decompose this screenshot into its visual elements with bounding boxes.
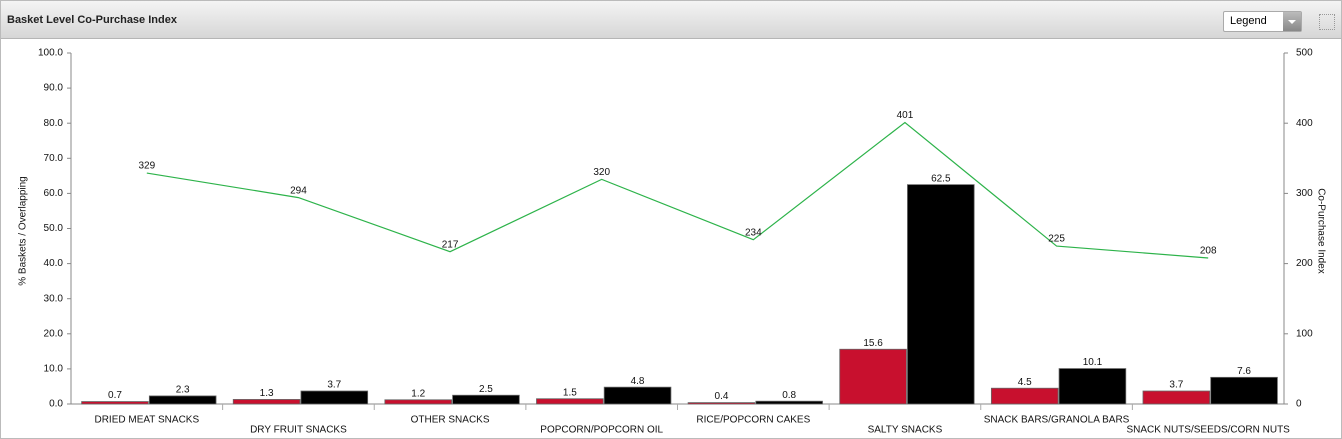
bar bbox=[300, 390, 369, 405]
y-tick-label: 0.0 bbox=[49, 399, 63, 410]
line-value-label: 320 bbox=[593, 167, 610, 178]
y-tick-label: 30.0 bbox=[44, 293, 64, 304]
header: Basket Level Co-Purchase Index Legend bbox=[1, 1, 1341, 39]
bar-value-label: 1.2 bbox=[411, 388, 425, 399]
y-tick-label: 20.0 bbox=[44, 328, 64, 339]
bar bbox=[452, 394, 520, 405]
bar bbox=[603, 386, 672, 405]
line-value-label: 225 bbox=[1048, 234, 1065, 245]
y-tick-label: 70.0 bbox=[44, 153, 64, 164]
bar bbox=[148, 395, 217, 405]
x-tick-label: DRIED MEAT SNACKS bbox=[94, 415, 199, 426]
line-value-label: 294 bbox=[290, 185, 307, 196]
y-tick-label: 100.0 bbox=[38, 48, 63, 59]
bar-value-label: 0.8 bbox=[782, 390, 796, 401]
line-value-label: 234 bbox=[745, 227, 762, 238]
y-tick-label: 80.0 bbox=[44, 118, 64, 129]
bar-value-label: 15.6 bbox=[863, 338, 883, 349]
bar-value-label: 7.6 bbox=[1237, 366, 1251, 377]
dropdown-arrow[interactable] bbox=[1283, 12, 1301, 31]
bar-value-label: 2.5 bbox=[479, 384, 493, 395]
bar bbox=[81, 401, 149, 405]
y2-tick-label: 400 bbox=[1296, 118, 1313, 129]
bar-value-label: 0.7 bbox=[108, 390, 122, 401]
bar-value-label: 3.7 bbox=[1169, 380, 1183, 391]
x-tick-label: DRY FRUIT SNACKS bbox=[250, 425, 347, 436]
bar bbox=[384, 399, 452, 405]
x-tick-label: SNACK NUTS/SEEDS/CORN NUTS bbox=[1127, 425, 1291, 436]
bar bbox=[990, 387, 1059, 405]
bar bbox=[536, 398, 604, 405]
line-value-label: 208 bbox=[1200, 246, 1217, 257]
bar-value-label: 3.7 bbox=[327, 380, 341, 391]
bar bbox=[1210, 376, 1278, 405]
legend-dropdown[interactable]: Legend bbox=[1223, 11, 1302, 32]
bar-value-label: 1.3 bbox=[260, 388, 274, 399]
line-value-label: 401 bbox=[897, 110, 914, 121]
y2-tick-label: 100 bbox=[1296, 328, 1313, 339]
y2-tick-label: 200 bbox=[1296, 258, 1313, 269]
bar bbox=[755, 400, 823, 405]
bar-value-label: 10.1 bbox=[1083, 357, 1103, 368]
line bbox=[146, 121, 1209, 259]
expand-icon[interactable] bbox=[1319, 14, 1335, 30]
x-tick-label: RICE/POPCORN CAKES bbox=[696, 415, 810, 426]
bar bbox=[687, 402, 756, 405]
x-tick-label: SNACK BARS/GRANOLA BARS bbox=[984, 415, 1130, 426]
y2-axis-label: Co-Purchase Index bbox=[1315, 188, 1326, 274]
y-tick-label: 10.0 bbox=[44, 364, 64, 375]
x-tick-label: POPCORN/POPCORN OIL bbox=[540, 425, 663, 436]
y2-tick-label: 0 bbox=[1296, 399, 1302, 410]
x-tick-label: OTHER SNACKS bbox=[411, 415, 490, 426]
bar bbox=[907, 184, 975, 405]
bar-value-label: 2.3 bbox=[176, 385, 190, 396]
bar-value-label: 1.5 bbox=[563, 387, 577, 398]
y2-tick-label: 300 bbox=[1296, 188, 1313, 199]
bar-value-label: 4.8 bbox=[631, 376, 645, 387]
bar bbox=[1058, 368, 1127, 405]
bar bbox=[1142, 390, 1211, 405]
line-value-label: 329 bbox=[138, 161, 155, 172]
y-axis-label: % Baskets / Overlapping bbox=[18, 176, 29, 286]
y-tick-label: 90.0 bbox=[44, 83, 64, 94]
x-tick-label: SALTY SNACKS bbox=[868, 425, 943, 436]
y2-tick-label: 500 bbox=[1296, 48, 1313, 59]
y-tick-label: 60.0 bbox=[44, 188, 64, 199]
chart-title: Basket Level Co-Purchase Index bbox=[7, 14, 177, 26]
y-tick-label: 50.0 bbox=[44, 223, 64, 234]
bar-value-label: 62.5 bbox=[931, 173, 951, 184]
legend-label: Legend bbox=[1230, 15, 1267, 27]
bar bbox=[839, 348, 907, 405]
y-tick-label: 40.0 bbox=[44, 258, 64, 269]
bar-value-label: 4.5 bbox=[1018, 377, 1032, 388]
bar bbox=[232, 399, 301, 405]
line-value-label: 217 bbox=[442, 239, 459, 250]
bar-value-label: 0.4 bbox=[715, 391, 729, 402]
